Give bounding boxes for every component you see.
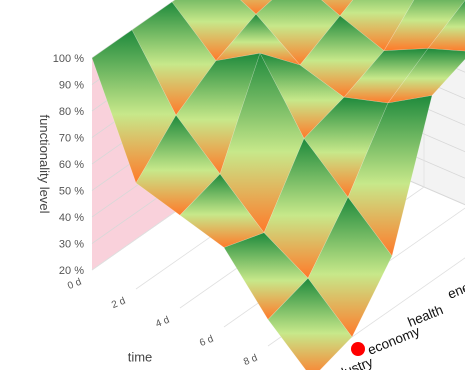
category-label-energy: energy (446, 272, 465, 301)
x-tick-label: 8 d (242, 353, 259, 368)
y-tick-label: 70 % (59, 133, 84, 145)
surface-patch (339, 0, 415, 52)
surface-patch (267, 277, 353, 375)
y-tick-label: 90 % (59, 80, 84, 92)
surface-patch (307, 196, 393, 338)
economy-marker (351, 342, 365, 356)
category-label-economy: economy (366, 323, 423, 358)
y-tick-label: 50 % (59, 186, 84, 198)
y-tick-label: 40 % (59, 212, 84, 224)
y-tick-label: 80 % (59, 106, 84, 118)
surface-patch (427, 0, 465, 52)
y-tick-label: 20 % (59, 265, 84, 277)
x-tick-label: 0 d (66, 277, 83, 292)
surface-patch (347, 95, 433, 257)
x-tick-label: 2 d (110, 296, 127, 311)
y-tick-label: 100 % (53, 53, 84, 65)
y-axis-title: functionality level (37, 115, 52, 214)
y-tick-label: 30 % (59, 239, 84, 251)
gridline-time (311, 257, 465, 366)
surface-layer (91, 0, 465, 375)
surface-patch (321, 0, 354, 17)
x-axis-title: time (128, 350, 153, 365)
x-tick-label: 6 d (198, 334, 215, 349)
y-tick-label: 60 % (59, 159, 84, 171)
x-tick-label: 4 d (154, 315, 171, 330)
